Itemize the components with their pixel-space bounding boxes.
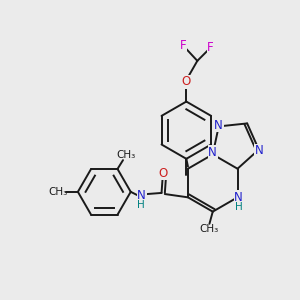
Text: N: N <box>214 119 223 132</box>
Text: H: H <box>235 202 242 212</box>
Text: O: O <box>182 75 191 88</box>
Text: N: N <box>208 146 217 159</box>
Text: H: H <box>137 200 145 210</box>
Text: F: F <box>207 41 214 54</box>
Text: CH₃: CH₃ <box>200 224 219 234</box>
Text: N: N <box>234 191 243 204</box>
Text: CH₃: CH₃ <box>117 150 136 160</box>
Text: N: N <box>137 189 146 202</box>
Text: F: F <box>180 39 186 52</box>
Text: O: O <box>158 167 167 180</box>
Text: CH₃: CH₃ <box>48 187 68 197</box>
Text: N: N <box>254 144 263 157</box>
